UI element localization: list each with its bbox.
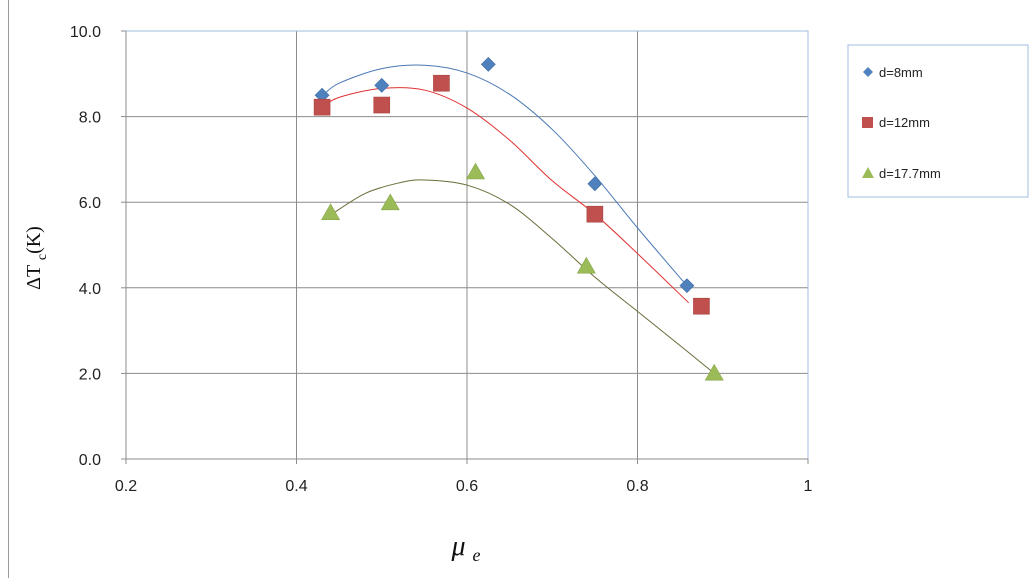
data-point-series-1 bbox=[374, 77, 390, 93]
svg-text:μ e: μ e bbox=[450, 531, 480, 565]
y-axis-title-unit: (K) bbox=[23, 226, 45, 254]
legend-marker-square bbox=[862, 117, 873, 128]
y-axis-title-text: ΔT bbox=[23, 265, 45, 290]
trendline-series-1 bbox=[321, 64, 690, 289]
y-tick-label: 2.0 bbox=[79, 366, 101, 383]
data-point-series-3 bbox=[704, 363, 724, 381]
y-tick-label: 8.0 bbox=[79, 110, 101, 127]
x-tick-label: 1 bbox=[804, 478, 813, 495]
chart-frame bbox=[8, 0, 1028, 578]
y-tick-label: 6.0 bbox=[79, 195, 101, 212]
x-tick-label: 0.8 bbox=[626, 478, 648, 495]
data-point-series-1 bbox=[480, 56, 496, 72]
data-point-series-2 bbox=[313, 98, 331, 116]
svg-text:ΔT c(K): ΔT c(K) bbox=[23, 226, 50, 290]
trendline-series-2 bbox=[321, 86, 689, 304]
data-point-series-1 bbox=[679, 278, 695, 294]
data-point-series-1 bbox=[587, 176, 603, 192]
legend-label: d=12mm bbox=[879, 115, 930, 130]
x-axis-title-subscript: e bbox=[473, 545, 481, 565]
data-point-series-2 bbox=[373, 96, 391, 114]
axes: 0.2 0.4 0.6 0.8 10.02.04.06.08.010.0 bbox=[70, 24, 813, 495]
data-point-series-2 bbox=[433, 74, 450, 92]
x-tick-label: 0.2 bbox=[115, 478, 137, 495]
legend-label: d=8mm bbox=[879, 65, 923, 80]
y-axis-title-subscript: c bbox=[35, 254, 50, 260]
legend-label: d=17.7mm bbox=[879, 166, 941, 181]
data-point-series-3 bbox=[466, 162, 486, 180]
trendline-series-3 bbox=[330, 179, 715, 374]
legend-marker-triangle bbox=[862, 167, 874, 178]
trendlines bbox=[321, 64, 715, 374]
y-tick-label: 10.0 bbox=[70, 24, 101, 41]
legend: d=8mm d=12mm d=17.7mm bbox=[847, 44, 1029, 198]
legend-box bbox=[847, 44, 1029, 198]
data-point-series-3 bbox=[380, 193, 400, 211]
grid bbox=[126, 31, 808, 459]
x-tick-label: 0.6 bbox=[456, 478, 478, 495]
data-point-series-3 bbox=[321, 203, 341, 220]
x-axis-title-text: μ bbox=[450, 531, 465, 562]
y-axis-title: ΔT c(K) bbox=[23, 226, 50, 290]
data-points bbox=[313, 56, 724, 381]
data-point-series-2 bbox=[586, 205, 604, 223]
y-tick-label: 4.0 bbox=[79, 281, 101, 298]
x-axis-title: μ e bbox=[450, 531, 480, 565]
data-point-series-2 bbox=[693, 297, 710, 315]
y-tick-label: 0.0 bbox=[79, 452, 101, 469]
x-tick-label: 0.4 bbox=[285, 478, 307, 495]
data-point-series-3 bbox=[576, 256, 596, 274]
legend-marker-diamond bbox=[863, 67, 873, 77]
